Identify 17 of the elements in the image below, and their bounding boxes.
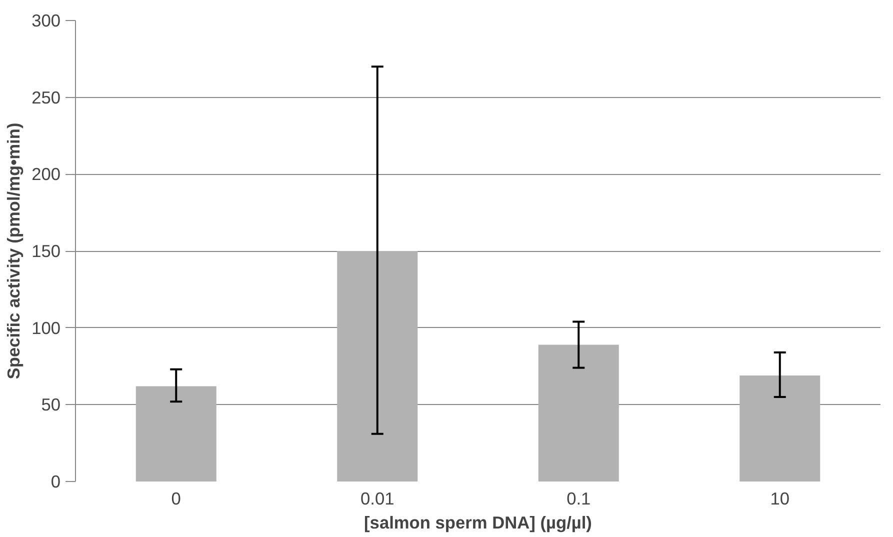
y-tick-label: 0 — [50, 472, 61, 492]
x-tick-label: 0 — [171, 488, 181, 508]
y-tick-label: 250 — [32, 87, 61, 108]
y-axis-title: Specific activity (pmol/mg•min) — [4, 122, 24, 380]
x-tick-label: 0.01 — [360, 488, 394, 508]
y-tick-label: 100 — [32, 318, 61, 338]
y-tick-label: 50 — [41, 394, 61, 415]
bar — [337, 251, 418, 482]
y-tick-label: 150 — [32, 241, 61, 261]
x-axis-title: [salmon sperm DNA] (µg/µl) — [364, 512, 592, 532]
bar — [538, 344, 619, 482]
bar — [136, 386, 216, 482]
bar — [740, 375, 820, 482]
y-tick-label: 200 — [32, 164, 61, 184]
x-tick-label: 0.1 — [566, 488, 591, 508]
x-tick-label: 10 — [770, 488, 790, 508]
y-tick-label: 300 — [32, 10, 61, 30]
